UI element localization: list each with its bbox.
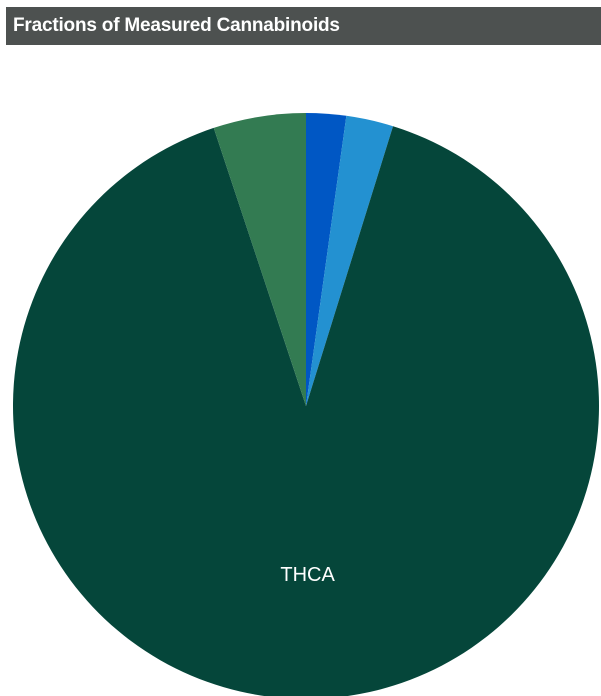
pie-slice-1 — [306, 113, 347, 406]
pie-slice-thca — [13, 126, 599, 696]
slice-label-thca: THCA — [280, 564, 335, 586]
pie-slices — [13, 113, 599, 696]
pie-slice-4 — [213, 113, 306, 406]
pie-labels: THCA — [280, 564, 335, 586]
chart-header: Fractions of Measured Cannabinoids — [6, 7, 601, 45]
chart-title: Fractions of Measured Cannabinoids — [13, 15, 340, 36]
pie-slice-2 — [306, 115, 394, 406]
